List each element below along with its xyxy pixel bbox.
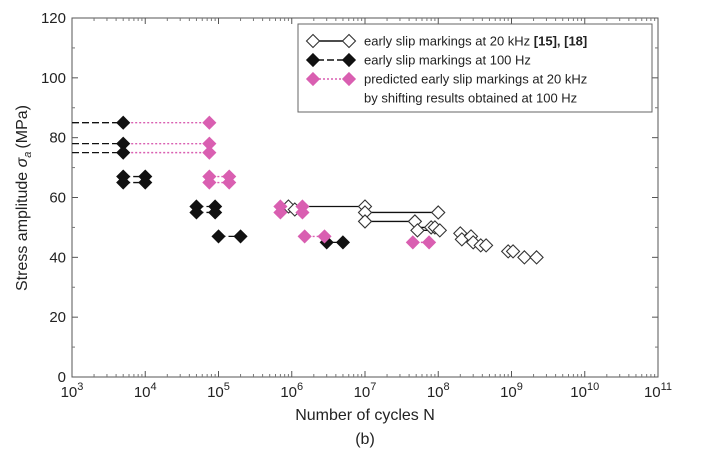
legend-marker <box>305 52 321 68</box>
x-axis-title: Number of cycles N <box>295 407 435 424</box>
x-tick-label: 105 <box>207 381 230 401</box>
y-axis-ticks: 0 20 40 60 80 100 120 <box>41 10 658 386</box>
x-tick-label: 107 <box>354 381 377 401</box>
legend-label: early slip markings at 20 kHz [15], [18] <box>364 34 587 49</box>
y-tick-label: 80 <box>49 130 66 147</box>
y-tick-label: 20 <box>49 309 66 326</box>
y-axis-title-subscript: a <box>22 152 34 158</box>
x-tick-label: 108 <box>427 381 450 401</box>
data-point-predicted-20khz <box>202 115 217 130</box>
legend-marker <box>341 71 357 87</box>
x-tick-label: 109 <box>500 381 523 401</box>
data-point-100hz <box>189 205 204 220</box>
legend-marker <box>341 33 357 49</box>
y-tick-label: 60 <box>49 190 66 207</box>
y-axis-title: Stress amplitude σa (MPa) <box>14 105 34 291</box>
y-tick-label: 100 <box>41 70 66 87</box>
y-tick-label: 120 <box>41 10 66 27</box>
data-point-predicted-20khz <box>273 205 288 220</box>
data-point-predicted-20khz <box>317 229 332 244</box>
data-point-100hz <box>233 229 248 244</box>
data-point-predicted-20khz <box>405 235 420 250</box>
legend-marker <box>305 71 321 87</box>
legend-marker <box>305 33 321 49</box>
x-tick-label: 104 <box>134 381 157 401</box>
legend-label: predicted early slip markings at 20 kHz <box>364 72 587 87</box>
legend: early slip markings at 20 kHz [15], [18]… <box>297 23 653 113</box>
data-point-open-20khz <box>410 223 425 238</box>
series-points <box>116 115 544 265</box>
x-tick-label: 1010 <box>570 381 599 401</box>
legend-box <box>297 23 653 113</box>
y-axis-title-unit: (MPa) <box>14 105 31 149</box>
data-point-open-20khz <box>529 250 544 265</box>
data-point-predicted-20khz <box>295 205 310 220</box>
y-tick-label: 0 <box>58 369 66 386</box>
figure-caption: (b) <box>355 431 375 448</box>
data-point-open-20khz <box>357 214 373 229</box>
data-point-100hz <box>116 175 131 190</box>
x-axis-ticks: 103 104 105 106 107 108 109 1010 1011 <box>61 18 672 401</box>
data-point-open-20khz <box>505 244 521 259</box>
y-axis-title-symbol: σ <box>14 156 31 167</box>
y-tick-label: 40 <box>49 249 66 266</box>
x-tick-label: 103 <box>61 381 84 401</box>
data-point-100hz <box>211 229 226 244</box>
data-point-100hz <box>138 175 153 190</box>
data-point-predicted-20khz <box>297 229 312 244</box>
data-point-predicted-20khz <box>422 235 437 250</box>
data-point-100hz <box>116 115 131 130</box>
x-tick-label: 106 <box>280 381 303 401</box>
data-point-100hz <box>116 145 131 160</box>
data-point-predicted-20khz <box>202 175 217 190</box>
data-point-open-20khz <box>432 223 448 238</box>
data-point-predicted-20khz <box>222 175 237 190</box>
legend-label: by shifting results obtained at 100 Hz <box>364 91 577 106</box>
data-point-open-20khz <box>517 250 532 265</box>
y-axis-title-text: Stress amplitude <box>14 172 31 291</box>
data-point-predicted-20khz <box>202 145 217 160</box>
data-point-open-20khz <box>430 205 446 220</box>
x-tick-label: 1011 <box>644 381 672 401</box>
legend-label: early slip markings at 100 Hz <box>364 53 531 68</box>
data-point-100hz <box>208 205 223 220</box>
data-point-open-20khz <box>478 238 494 253</box>
legend-marker <box>341 52 357 68</box>
data-point-100hz <box>335 235 351 250</box>
